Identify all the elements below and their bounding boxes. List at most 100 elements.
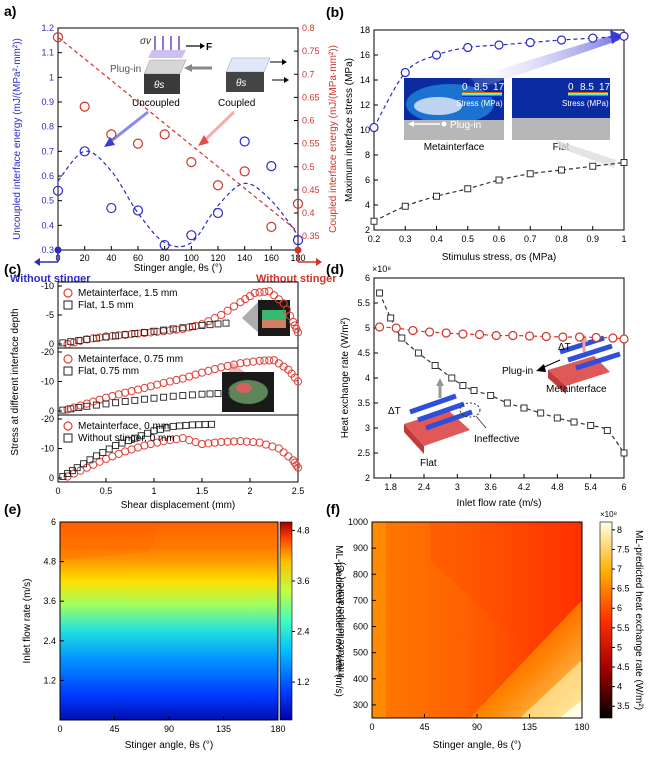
panel-c-point xyxy=(112,399,120,407)
panel-c-xtick-label: 1.5 xyxy=(196,486,209,496)
panel-c-legend-label: Flat, 1.5 mm xyxy=(78,300,134,311)
panel-c-point xyxy=(188,391,196,399)
panel-d-markers xyxy=(374,289,629,457)
panel-c-point xyxy=(206,390,214,398)
panel-d-ytick-label: 3.5 xyxy=(357,398,370,408)
panel-c-point xyxy=(284,452,293,461)
panel-f-ytick-label: 400 xyxy=(353,674,368,684)
panel-b-point xyxy=(400,67,410,78)
panel-a-curves xyxy=(57,36,299,248)
panel-c-point xyxy=(131,330,139,338)
plug-in-label-a: Plug-in xyxy=(110,64,141,75)
panel-d-point xyxy=(553,414,561,422)
panel-b-ytick-label: 10 xyxy=(360,125,370,135)
panel-c-legend-marker xyxy=(63,366,73,376)
panel-e-xlabel: Stinger angle, θs (°) xyxy=(125,740,214,751)
panel-c-xtick-label: 2.5 xyxy=(292,486,305,496)
panel-c-point xyxy=(222,319,230,327)
ineffective-label: Ineffective xyxy=(474,434,520,445)
panel-c-point xyxy=(178,324,187,334)
panel-c-legend-label: Metainterface, 1.5 mm xyxy=(78,288,177,299)
panel-b-ylabel: Maximum interface stress (MPa) xyxy=(344,58,355,202)
panel-c-point xyxy=(274,444,283,453)
panel-c-legend-marker xyxy=(63,421,73,431)
panel-b-xtick-label: 0.6 xyxy=(493,234,506,244)
panel-c-point xyxy=(102,400,110,408)
panel-b-point xyxy=(433,192,440,200)
panel-d-xlabel: Inlet flow rate (m/s) xyxy=(456,498,541,509)
panel-e-xtick-label: 180 xyxy=(270,724,285,734)
panel-a-uncoupled-point xyxy=(159,239,170,251)
panel-c-point xyxy=(217,310,226,320)
flat-label-d: Flat xyxy=(420,458,437,469)
panel-c-ylabel: Stress at different interface depth xyxy=(10,308,21,455)
panel-c-point xyxy=(75,404,83,412)
panel-d-ytick-label: 5 xyxy=(365,323,370,333)
panel-a-uncoupled-point xyxy=(79,146,90,157)
panel-a-ytick-right-label: 0.5 xyxy=(302,162,315,172)
panel-d-multiplier: ×10⁸ xyxy=(372,264,391,274)
panel-b: (b) 0.2 0.3 0.4 0.5 0.6 0.7 0.8 0.9 124681012141… xyxy=(326,4,629,263)
panel-c-point xyxy=(165,377,175,386)
panel-a-ytick-left-label: 0.8 xyxy=(41,122,54,132)
panel-c-point xyxy=(197,320,207,329)
panel-c-point xyxy=(67,405,75,413)
panel-f-cbar-tick-label: 8 xyxy=(617,525,622,535)
panel-d-ytick-label: 5.5 xyxy=(357,298,370,308)
panel-c-point xyxy=(131,396,139,404)
panel-f-xlabel: Stinger angle, θs (°) xyxy=(433,740,522,751)
panel-a-ytick-right-label: 0.8 xyxy=(302,23,315,33)
panel-a-xtick-label: 80 xyxy=(160,253,170,263)
panel-c-point xyxy=(217,363,226,372)
panel-c-point xyxy=(73,464,81,472)
svg-text:0: 0 xyxy=(568,82,574,93)
panel-b-xtick-label: 1 xyxy=(621,234,626,244)
panel-a-coupled-point xyxy=(292,198,304,209)
panel-c-xtick-label: 1 xyxy=(151,486,156,496)
plug-in-label-d: Plug-in xyxy=(502,366,533,377)
panel-d-point xyxy=(374,322,385,332)
panel-c-legend-marker xyxy=(63,354,73,364)
panel-e-cbar-tick-label: 2.4 xyxy=(297,627,310,637)
panel-d-ytick-label: 4.5 xyxy=(357,348,370,358)
panel-d: (d) ×10⁸ 1.8 2.4 3 3.6 4.2 4.8 5.4 6 2 2.5 3 3.5 4 4.… xyxy=(326,261,629,509)
panel-f-cbar-tick-label: 6 xyxy=(617,603,622,613)
panel-d-point xyxy=(414,349,422,357)
panel-b-xtick-label: 0.5 xyxy=(461,234,474,244)
panel-f-colorbar-multiplier: ×10⁸ xyxy=(600,510,617,519)
panel-a-xtick-label: 20 xyxy=(80,253,90,263)
panel-b-point xyxy=(558,166,565,174)
panel-d-point xyxy=(620,449,628,457)
panel-b-point xyxy=(463,42,473,53)
panel-c-point xyxy=(242,437,251,446)
panel-e-ytick-label: 1.2 xyxy=(43,675,56,685)
panel-a-coupled-point xyxy=(159,129,170,140)
panel-c-xlabel: Shear displacement (mm) xyxy=(121,500,235,511)
panel-b-label: (b) xyxy=(326,4,344,20)
panel-c-point xyxy=(255,288,264,297)
force-label: F xyxy=(206,42,212,53)
panel-c-legend-label: Metainterface, 0.75 mm xyxy=(78,354,183,365)
panel-a-ytick-left-label: 1.1 xyxy=(41,48,54,58)
panel-a-uncoupled-point xyxy=(186,230,197,241)
panel-c-point xyxy=(229,437,239,446)
panel-d-ticks: 1.8 2.4 3 3.6 4.2 4.8 5.4 6 2 2.5 3 3.5 4 4.5 5 5.5 6 xyxy=(357,273,626,492)
panel-c-point xyxy=(285,311,295,320)
panel-f-cbar-tick-label: 7 xyxy=(617,564,622,574)
panel-b-point xyxy=(620,159,628,166)
panel-c-point xyxy=(86,456,94,464)
panel-c-point xyxy=(92,334,100,342)
panel-f-cbar-tick-label: 6.5 xyxy=(617,584,630,594)
panel-d-xtick-label: 2.4 xyxy=(418,482,431,492)
panel-c-point xyxy=(204,317,213,326)
svg-text:17: 17 xyxy=(493,82,505,93)
panel-b-point xyxy=(556,35,567,45)
panel-e-colorbar-ticks: 1.2 2.4 3.6 4.8 xyxy=(292,525,310,687)
panel-a-ytick-right-label: 0.45 xyxy=(302,185,320,195)
panel-d-point xyxy=(558,332,568,342)
panel-c-point xyxy=(255,356,264,365)
panel-b-xlabel: Stimulus stress, σs (MPa) xyxy=(442,252,557,263)
sigma-v-label: σv xyxy=(140,36,152,47)
panel-c-ytick-label: 0 xyxy=(49,473,54,483)
